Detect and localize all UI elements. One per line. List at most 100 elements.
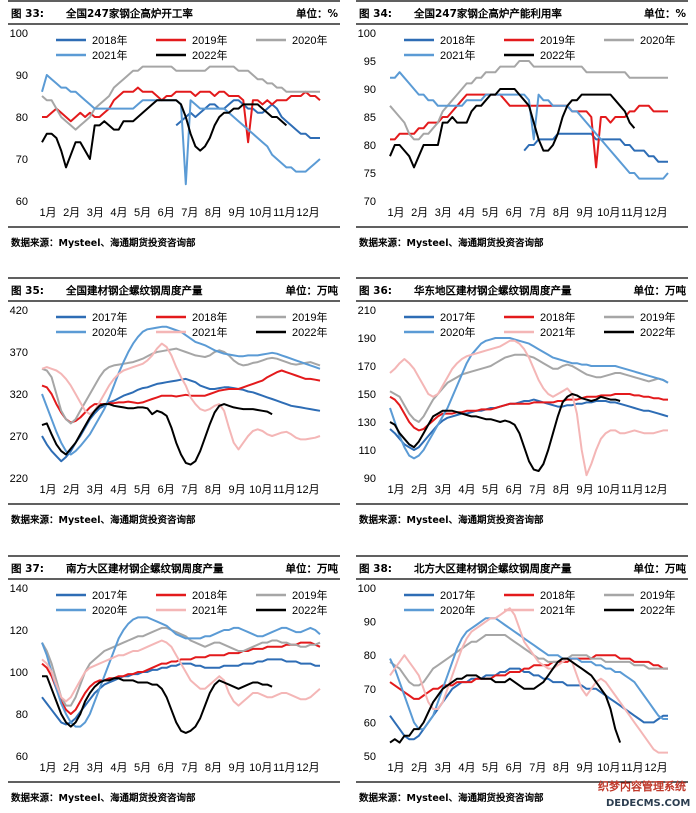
- legend-label: 2020年: [292, 33, 327, 47]
- x-tick-label: 11月: [273, 484, 295, 496]
- x-tick-label: 6月: [506, 762, 523, 774]
- legend-label: 2017年: [440, 310, 475, 324]
- y-tick-label: 420: [10, 305, 28, 317]
- x-tick-label: 11月: [273, 207, 295, 219]
- legend-label: 2017年: [92, 588, 127, 602]
- x-tick-label: 10月: [249, 762, 272, 774]
- y-tick-label: 75: [364, 168, 376, 180]
- x-tick-label: 2月: [411, 762, 428, 774]
- x-tick-label: 4月: [458, 762, 475, 774]
- chart-panel-fig33: 图 33: 全国247家钢企高炉开工率 单位：% 60 70 80 90 100 1月 2月 3月 4…: [8, 0, 340, 258]
- x-tick-label: 5月: [482, 207, 499, 219]
- x-tick-label: 4月: [458, 484, 475, 496]
- chart-title: 北方大区建材钢企螺纹钢周度产量: [414, 562, 572, 575]
- chart-title: 全国247家钢企高炉产能利用率: [413, 7, 562, 20]
- series-line-2018年: [523, 132, 668, 163]
- series-line-2018年: [41, 641, 321, 715]
- x-tick-label: 6月: [158, 207, 175, 219]
- figure-label: 图 37:: [11, 563, 44, 575]
- x-tick-label: 1月: [39, 484, 56, 496]
- series-line-2017年: [41, 658, 320, 726]
- chart-title: 华东地区建材钢企螺纹钢周度产量: [414, 284, 572, 297]
- y-tick-label: 50: [364, 751, 376, 763]
- y-tick-label: 110: [358, 445, 376, 457]
- legend-label: 2018年: [192, 310, 227, 324]
- legend-label: 2022年: [640, 603, 675, 617]
- x-tick-label: 10月: [249, 207, 272, 219]
- x-tick-label: 12月: [296, 762, 319, 774]
- chart-svg: 图 35: 全国建材钢企螺纹钢周度产量 单位：万吨 220 270 320 370 420 1月…: [8, 277, 340, 526]
- y-tick-label: 120: [10, 625, 28, 637]
- x-tick-label: 2月: [63, 207, 80, 219]
- x-tick-label: 7月: [181, 762, 198, 774]
- source-note: 数据来源：Mysteel、海通期货投资咨询部: [10, 792, 196, 804]
- x-tick-label: 3月: [435, 207, 452, 219]
- series-line-2022年: [389, 88, 636, 169]
- series-line-2017年: [389, 667, 668, 741]
- source-note: 数据来源：Mysteel、海通期货投资咨询部: [358, 237, 544, 249]
- source-note: 数据来源：Mysteel、海通期货投资咨询部: [10, 514, 196, 526]
- y-tick-label: 85: [364, 112, 376, 124]
- figure-label: 图 34:: [359, 8, 392, 20]
- x-tick-label: 3月: [435, 762, 452, 774]
- chart-svg: 图 37: 南方大区建材钢企螺纹钢周度产量 单位：万吨 60 80 100 120 140 1月…: [8, 555, 340, 804]
- series-line-2018年: [41, 369, 321, 424]
- legend-label: 2020年: [640, 33, 675, 47]
- x-tick-label: 7月: [529, 207, 546, 219]
- unit-label: 单位：万吨: [634, 562, 687, 575]
- x-tick-label: 8月: [205, 207, 222, 219]
- legend-label: 2022年: [192, 48, 227, 62]
- unit-label: 单位：%: [644, 7, 686, 20]
- x-tick-label: 1月: [387, 207, 404, 219]
- legend-label: 2018年: [440, 33, 475, 47]
- y-tick-label: 220: [10, 473, 28, 485]
- x-tick-label: 12月: [296, 484, 319, 496]
- legend-label: 2021年: [192, 325, 227, 339]
- legend-label: 2018年: [540, 588, 575, 602]
- figure-label: 图 38:: [359, 563, 392, 575]
- y-tick-label: 70: [364, 196, 376, 208]
- source-note: 数据来源：Mysteel、海通期货投资咨询部: [10, 237, 196, 249]
- x-tick-label: 2月: [411, 207, 428, 219]
- legend-label: 2019年: [640, 588, 675, 602]
- y-tick-label: 80: [364, 140, 376, 152]
- y-tick-label: 190: [358, 333, 376, 345]
- legend-label: 2020年: [92, 603, 127, 617]
- x-tick-label: 9月: [577, 762, 594, 774]
- y-tick-label: 370: [10, 347, 28, 359]
- x-tick-label: 11月: [621, 484, 643, 496]
- y-tick-label: 140: [10, 583, 28, 595]
- x-tick-label: 10月: [597, 762, 620, 774]
- chart-panel-fig36: 图 36: 华东地区建材钢企螺纹钢周度产量 单位：万吨 90 110 130 150 170 1…: [356, 277, 688, 535]
- figure-label: 图 33:: [11, 8, 44, 20]
- series-line-2022年: [42, 675, 273, 734]
- x-tick-label: 1月: [39, 207, 56, 219]
- x-tick-label: 5月: [134, 207, 151, 219]
- series-line-2017年: [389, 398, 669, 451]
- legend-label: 2022年: [292, 603, 327, 617]
- unit-label: 单位：万吨: [286, 284, 339, 297]
- legend-label: 2022年: [640, 325, 675, 339]
- legend-label: 2020年: [440, 603, 475, 617]
- series-line-2019年: [389, 353, 669, 423]
- x-tick-label: 6月: [158, 762, 175, 774]
- x-tick-label: 1月: [387, 484, 404, 496]
- series-line-2018年: [389, 393, 668, 432]
- series-line-2021年: [41, 342, 321, 451]
- series-line-2022年: [41, 99, 288, 169]
- legend-label: 2019年: [292, 588, 327, 602]
- series-line-2020年: [41, 616, 321, 728]
- legend-label: 2021年: [440, 48, 475, 62]
- chart-svg: 图 36: 华东地区建材钢企螺纹钢周度产量 单位：万吨 90 110 130 150 170 1…: [356, 277, 688, 526]
- x-tick-label: 12月: [296, 207, 319, 219]
- x-tick-label: 9月: [229, 207, 246, 219]
- series-line-2020年: [389, 60, 668, 141]
- series-line-2017年: [41, 377, 321, 463]
- chart-svg: 图 38: 北方大区建材钢企螺纹钢周度产量 单位：万吨 50 60 70 80 90 100 1月…: [356, 555, 688, 804]
- x-tick-label: 1月: [387, 762, 404, 774]
- x-tick-label: 7月: [181, 484, 198, 496]
- series-line-2022年: [389, 393, 621, 472]
- x-tick-label: 8月: [205, 762, 222, 774]
- chart-title: 南方大区建材钢企螺纹钢周度产量: [66, 562, 224, 575]
- series-group: [41, 616, 321, 734]
